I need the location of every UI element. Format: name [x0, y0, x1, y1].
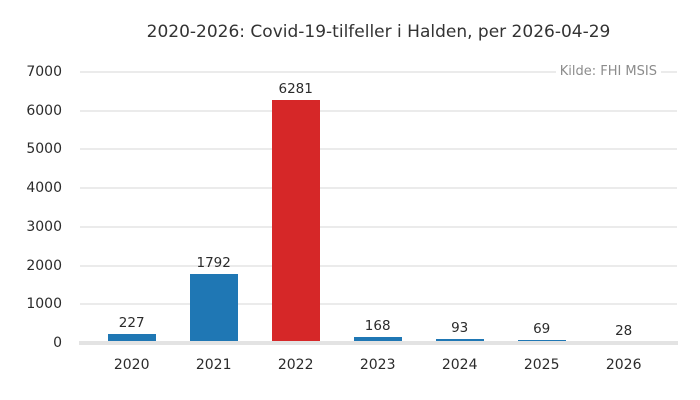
y-tick-label: 1000: [26, 296, 62, 313]
y-tick-label: 2000: [26, 257, 62, 274]
plot-area: 227 1792 6281 168 93 69 28: [79, 71, 678, 345]
bar-2020: [107, 334, 156, 343]
value-label-2020: 227: [118, 315, 145, 332]
value-label-2025: 69: [533, 321, 551, 338]
value-label-2022: 6281: [278, 80, 313, 97]
gridline-1000: [80, 303, 677, 306]
y-tick-label: 7000: [26, 64, 62, 80]
x-tick-label-2024: 2024: [441, 357, 478, 373]
x-tick-label-2022: 2022: [277, 357, 314, 373]
x-tick-label-2025: 2025: [523, 357, 560, 373]
gridline-2000: [80, 264, 677, 267]
x-tick-label-2026: 2026: [605, 357, 642, 373]
chart-title: 2020-2026: Covid-19-tilfeller i Halden, …: [146, 22, 611, 42]
gridline-7000: [80, 71, 677, 73]
bar-2021: [189, 273, 238, 343]
x-tick-label-2021: 2021: [195, 357, 232, 373]
y-tick-label: 5000: [26, 141, 62, 158]
value-label-2021: 1792: [196, 254, 231, 271]
x-tick-label-2023: 2023: [359, 357, 396, 373]
bar-2022: [271, 99, 320, 343]
gridline-6000: [80, 109, 677, 112]
value-label-2023: 168: [364, 317, 391, 334]
y-tick-label: 3000: [26, 218, 62, 235]
gridline-5000: [80, 148, 677, 151]
x-tick-label-2020: 2020: [113, 357, 150, 373]
y-tick-label: 0: [53, 335, 62, 351]
gridline-3000: [80, 225, 677, 228]
y-tick-label: 6000: [26, 102, 62, 119]
y-tick-label: 4000: [26, 180, 62, 197]
bar-2023: [353, 336, 402, 343]
x-axis-baseline: [79, 341, 678, 345]
gridline-4000: [80, 187, 677, 190]
source-label: Kilde: FHI MSIS: [555, 64, 661, 80]
value-label-2024: 93: [451, 320, 469, 337]
value-label-2026: 28: [615, 322, 633, 339]
